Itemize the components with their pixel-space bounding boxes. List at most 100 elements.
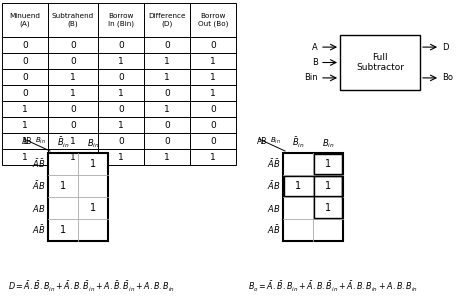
Text: 1: 1 — [60, 181, 66, 191]
Bar — [48, 3, 98, 37]
Text: $\bar{A}B$: $\bar{A}B$ — [32, 180, 45, 192]
Bar — [2, 37, 48, 53]
Text: $AB$: $AB$ — [32, 202, 45, 214]
Text: 0: 0 — [70, 121, 76, 130]
Text: $B_{in}$: $B_{in}$ — [270, 136, 281, 146]
Text: AB: AB — [22, 136, 32, 146]
Text: 1: 1 — [70, 152, 76, 161]
Bar — [144, 69, 190, 85]
Text: 0: 0 — [164, 88, 170, 98]
Text: $\bar{B}_{in}$: $\bar{B}_{in}$ — [56, 136, 69, 150]
Text: AB: AB — [257, 136, 267, 146]
Text: 0: 0 — [210, 40, 216, 50]
Bar — [48, 53, 98, 69]
Bar — [98, 69, 144, 85]
Bar — [144, 3, 190, 37]
Bar — [283, 153, 343, 241]
Text: $B_{in}$: $B_{in}$ — [35, 136, 46, 146]
Text: 1: 1 — [118, 152, 124, 161]
Text: 1: 1 — [164, 56, 170, 65]
Bar — [144, 85, 190, 101]
Bar — [48, 153, 108, 241]
Text: 1: 1 — [295, 181, 301, 191]
Text: 0: 0 — [118, 40, 124, 50]
Text: 0: 0 — [164, 40, 170, 50]
Text: 0: 0 — [22, 73, 28, 82]
Text: 1: 1 — [118, 121, 124, 130]
Text: 0: 0 — [118, 73, 124, 82]
Text: 0: 0 — [22, 88, 28, 98]
Text: 0: 0 — [118, 136, 124, 146]
Text: 1: 1 — [210, 88, 216, 98]
Text: 1: 1 — [325, 159, 331, 169]
Text: $AB$: $AB$ — [266, 202, 280, 214]
Bar — [314, 154, 342, 174]
Bar — [48, 69, 98, 85]
Text: $\bar{A}B$: $\bar{A}B$ — [266, 180, 280, 192]
Bar — [2, 133, 48, 149]
Text: 0: 0 — [118, 104, 124, 113]
Bar — [144, 117, 190, 133]
Bar — [2, 149, 48, 165]
Bar — [144, 133, 190, 149]
Bar — [98, 37, 144, 53]
Text: 1: 1 — [164, 104, 170, 113]
Bar — [2, 69, 48, 85]
Text: Full
Subtractor: Full Subtractor — [356, 53, 404, 72]
Bar — [48, 133, 98, 149]
Text: 1: 1 — [210, 73, 216, 82]
Text: 1: 1 — [118, 56, 124, 65]
Bar — [144, 149, 190, 165]
Text: $\bar{A}\bar{B}$: $\bar{A}\bar{B}$ — [32, 158, 45, 170]
Bar — [98, 117, 144, 133]
Text: 0: 0 — [210, 136, 216, 146]
Bar — [48, 101, 98, 117]
Text: 0: 0 — [210, 104, 216, 113]
Text: 1: 1 — [22, 136, 28, 146]
Text: 1: 1 — [90, 203, 96, 213]
Bar — [340, 35, 420, 90]
Text: $A\bar{B}$: $A\bar{B}$ — [32, 224, 45, 236]
Bar — [98, 149, 144, 165]
Text: 1: 1 — [22, 104, 28, 113]
Text: Subtrahend
(B): Subtrahend (B) — [52, 13, 94, 27]
Bar — [2, 117, 48, 133]
Bar — [190, 69, 236, 85]
Text: A: A — [312, 43, 318, 52]
Text: 0: 0 — [70, 104, 76, 113]
Bar — [314, 176, 342, 218]
Text: $A\bar{B}$: $A\bar{B}$ — [266, 224, 280, 236]
Text: 1: 1 — [325, 181, 331, 191]
Bar — [190, 117, 236, 133]
Text: 0: 0 — [164, 136, 170, 146]
Text: 1: 1 — [70, 136, 76, 146]
Text: 0: 0 — [70, 56, 76, 65]
Text: 0: 0 — [164, 121, 170, 130]
Text: 1: 1 — [118, 88, 124, 98]
Bar — [190, 101, 236, 117]
Text: Bin: Bin — [304, 74, 318, 82]
Bar — [144, 37, 190, 53]
Text: 1: 1 — [210, 152, 216, 161]
Text: Bo: Bo — [442, 74, 453, 82]
Text: $D = \bar{A}.\bar{B}.B_{in}+\bar{A}.B.\bar{B}_{in}+A.\bar{B}.\bar{B}_{in}+A.B.B_: $D = \bar{A}.\bar{B}.B_{in}+\bar{A}.B.\b… — [8, 280, 175, 294]
Bar — [98, 101, 144, 117]
Bar — [2, 3, 48, 37]
Bar — [48, 117, 98, 133]
Text: $B_{in}$: $B_{in}$ — [87, 137, 100, 150]
Text: Borrow
In (Bin): Borrow In (Bin) — [108, 13, 134, 27]
Text: 1: 1 — [325, 203, 331, 213]
Text: Difference
(D): Difference (D) — [148, 13, 186, 27]
Text: 1: 1 — [70, 73, 76, 82]
Bar — [190, 85, 236, 101]
Text: 1: 1 — [90, 159, 96, 169]
Text: 1: 1 — [70, 88, 76, 98]
Bar — [2, 101, 48, 117]
Text: D: D — [442, 43, 448, 52]
Text: $\bar{B}_{in}$: $\bar{B}_{in}$ — [292, 136, 304, 150]
Bar — [2, 85, 48, 101]
Bar — [284, 176, 342, 196]
Bar — [48, 149, 98, 165]
Bar — [144, 53, 190, 69]
Text: B: B — [312, 58, 318, 67]
